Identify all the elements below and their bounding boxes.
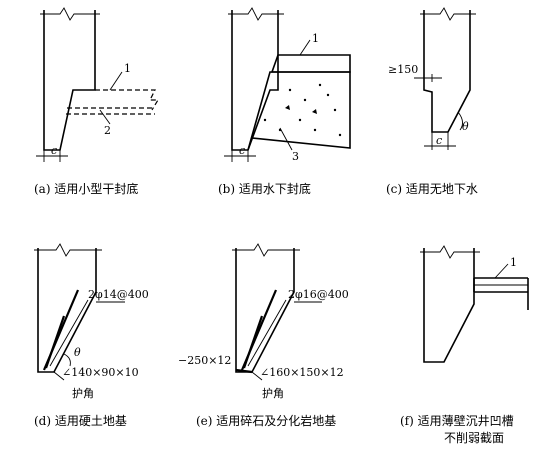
panel-d-rebar-2 — [44, 315, 66, 369]
panel-b: 1 3 c (b) 适用水下封底 — [218, 7, 351, 196]
panel-e-plate-label: −250×12 — [178, 354, 231, 367]
panel-b-concrete-hatch — [263, 83, 342, 137]
panel-e-steel-leader — [251, 371, 263, 381]
panel-f-break-mark — [420, 245, 480, 259]
panel-b-wall-outline — [231, 10, 279, 151]
panel-a-callout-1: 1 — [124, 62, 131, 75]
panel-e-caption: (e) 适用碎石及分化岩地基 — [196, 413, 336, 428]
panel-a-slab-outline — [95, 89, 160, 111]
panel-c-dim-c — [424, 132, 456, 150]
panel-b-leader-3 — [279, 127, 293, 151]
panel-b-callout-1: 1 — [312, 32, 319, 45]
panel-a: 1 2 c (a) 适用小型干封底 — [34, 7, 160, 196]
panel-b-slab-1 — [270, 54, 351, 73]
panel-a-caption: (a) 适用小型干封底 — [34, 181, 138, 196]
panel-d-angle-label: θ — [74, 346, 81, 359]
panel-a-dim-c-label: c — [51, 144, 57, 157]
panel-f-callout-1: 1 — [510, 256, 517, 269]
panel-e-rebar-2 — [242, 315, 264, 369]
panel-d-rebar-3 — [49, 299, 89, 367]
panel-f-leader-1 — [494, 263, 509, 279]
panel-d: 2φ14@400 θ ∠140×90×10 护角 (d) 适用硬土地基 — [34, 243, 149, 428]
panel-c: ≥150 θ c (c) 适用无地下水 — [386, 7, 478, 196]
panel-c-angle-arc — [457, 111, 463, 131]
panel-d-wall-outline — [37, 248, 97, 373]
panel-d-steel-label: ∠140×90×10 — [62, 366, 139, 379]
panel-c-dim-150-label: ≥150 — [388, 63, 418, 76]
panel-e-steel-label: ∠160×150×12 — [260, 366, 344, 379]
panel-b-dim-c — [224, 150, 256, 162]
panel-f-caption-line2: 不削弱截面 — [444, 431, 504, 445]
panel-d-rebar-label: 2φ14@400 — [88, 288, 149, 301]
panel-b-dim-c-label: c — [239, 144, 245, 157]
panel-d-steel-leader — [53, 371, 65, 381]
panel-a-leader-2 — [99, 109, 111, 125]
panel-e-rebar-label: 2φ16@400 — [288, 288, 349, 301]
panel-a-dim-c — [36, 150, 68, 162]
panel-b-break-mark — [228, 7, 284, 21]
panel-b-callout-3: 3 — [292, 150, 299, 163]
panel-a-break-mark — [40, 7, 100, 21]
panel-b-caption: (b) 适用水下封底 — [218, 181, 311, 196]
panel-a-callout-2: 2 — [104, 124, 111, 137]
panel-f-caption-line1: (f) 适用薄壁沉井凹槽 — [400, 413, 514, 428]
panel-c-wall-outline — [423, 10, 471, 133]
panel-e-wall-outline — [235, 248, 295, 373]
panel-d-corner-label: 护角 — [72, 386, 94, 400]
panel-e-steel-plate — [235, 368, 253, 374]
panel-c-dim-150 — [414, 74, 442, 82]
panel-c-angle-label: θ — [462, 120, 469, 133]
panel-c-dim-c-label: c — [436, 134, 442, 147]
panel-d-caption: (d) 适用硬土地基 — [34, 414, 127, 428]
panel-d-angle-arc — [63, 353, 71, 367]
panel-e-break-mark — [232, 243, 300, 257]
panel-d-break-mark — [34, 243, 102, 257]
panel-f-wall-outline — [423, 248, 475, 363]
panel-e-corner-label: 护角 — [262, 386, 284, 400]
panel-c-caption: (c) 适用无地下水 — [386, 182, 478, 196]
panel-b-leader-1 — [299, 39, 311, 56]
panel-e-rebar-3 — [247, 299, 287, 367]
panel-b-concrete-seal — [247, 71, 351, 151]
panel-f: 1 (f) 适用薄壁沉井凹槽 不削弱截面 — [400, 245, 529, 445]
panel-c-break-mark — [420, 7, 476, 21]
panel-a-leader-1 — [109, 71, 123, 91]
panel-e: 2φ16@400 −250×12 ∠160×150×12 护角 (e) 适用碎石… — [178, 243, 349, 428]
panel-a-wall-outline — [43, 10, 96, 151]
